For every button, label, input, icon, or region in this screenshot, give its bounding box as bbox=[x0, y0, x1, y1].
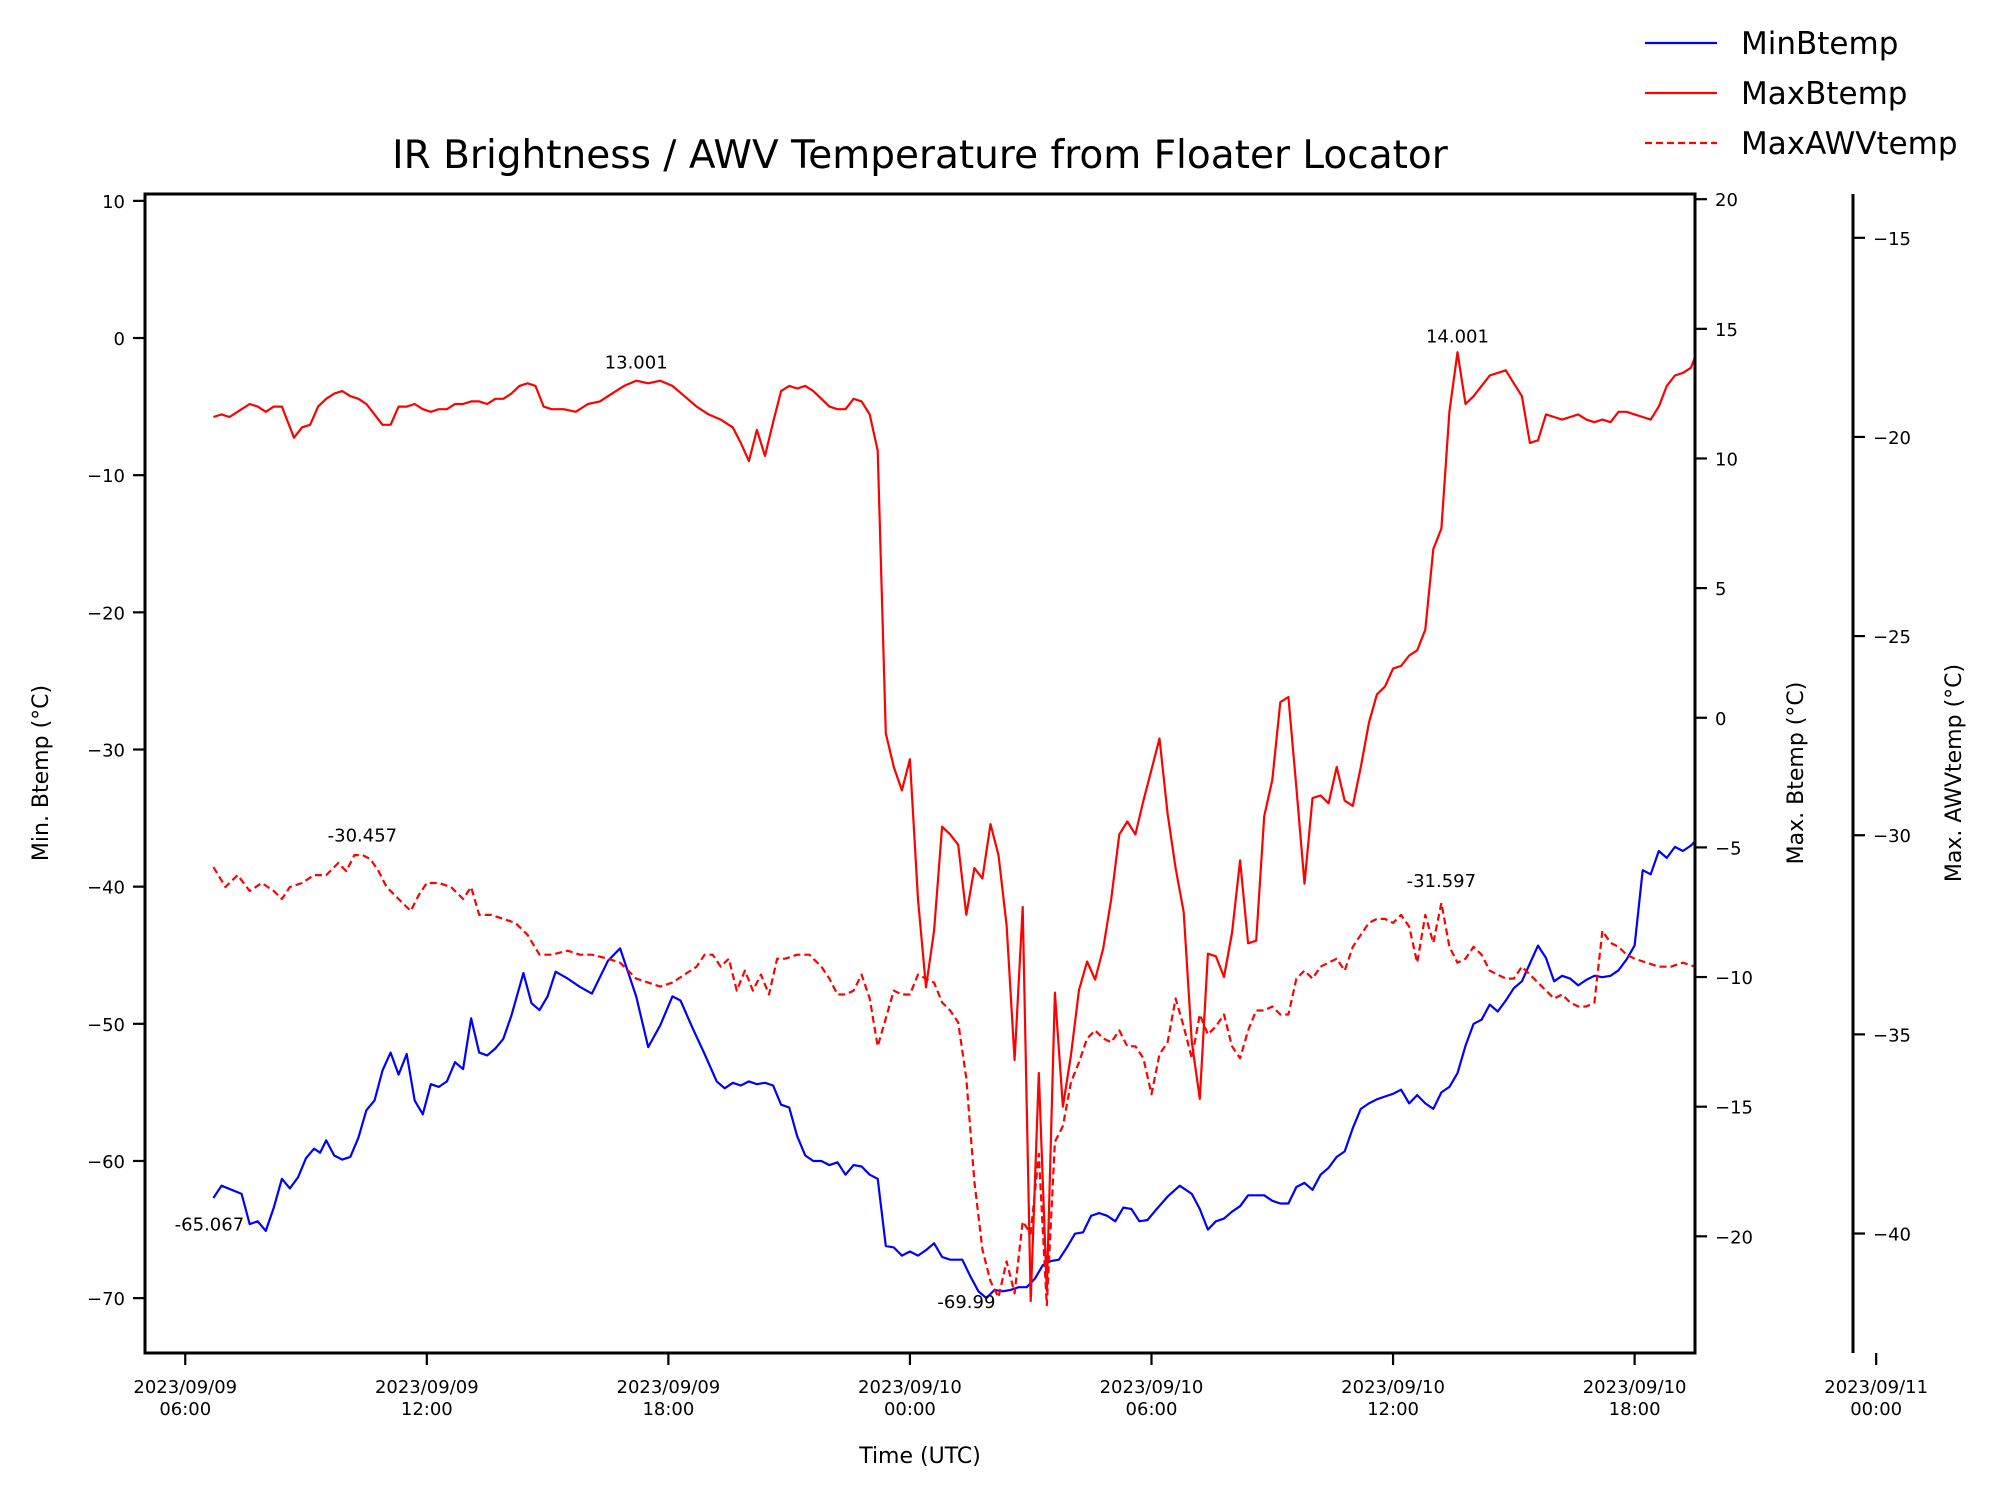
plot-frame bbox=[143, 192, 1697, 1355]
x-tick-label-time: 12:00 bbox=[1367, 1399, 1419, 1420]
x-tick-label-time: 18:00 bbox=[1609, 1399, 1661, 1420]
chart-title: IR Brightness / AWV Temperature from Flo… bbox=[392, 133, 1449, 178]
right1-tick-label: 5 bbox=[1715, 579, 1726, 600]
left-axis-title: Min. Btemp (°C) bbox=[29, 685, 54, 861]
right2-axis-title: Max. AWVtemp (°C) bbox=[1942, 664, 1967, 882]
data-annotation: -31.597 bbox=[1407, 871, 1476, 892]
right1-tick-label: −20 bbox=[1715, 1227, 1753, 1248]
y-axis-right2: −15 −20 −25 −30 −35 −40 bbox=[1853, 229, 1911, 1246]
x-tick-label-date: 2023/09/10 bbox=[1583, 1377, 1687, 1398]
right2-tick-label: −30 bbox=[1873, 826, 1911, 847]
right1-tick-label: −15 bbox=[1715, 1098, 1753, 1119]
right2-tick-label: −40 bbox=[1873, 1225, 1911, 1246]
right2-tick-label: −25 bbox=[1873, 627, 1911, 648]
legend-label-maxawvtemp: MaxAWVtemp bbox=[1741, 126, 1958, 162]
annotation-layer: -65.067-69.9913.00114.00118.223-30.457-3… bbox=[175, 327, 1489, 1313]
x-tick-label-time: 06:00 bbox=[159, 1399, 211, 1420]
left-tick-label: −70 bbox=[87, 1289, 125, 1310]
x-tick-label-date: 2023/09/10 bbox=[1100, 1377, 1204, 1398]
data-annotation: 13.001 bbox=[605, 353, 668, 374]
series-line-minbtemp bbox=[212, 839, 1695, 1300]
right1-axis-title: Max. Btemp (°C) bbox=[1784, 682, 1809, 865]
right1-tick-label: −5 bbox=[1715, 838, 1742, 859]
x-axis-title: Time (UTC) bbox=[858, 1444, 981, 1469]
right2-tick-label: −15 bbox=[1873, 229, 1911, 250]
left-tick-label: 10 bbox=[102, 192, 125, 213]
x-tick-label-date: 2023/09/10 bbox=[858, 1377, 962, 1398]
right2-tick-label: −35 bbox=[1873, 1025, 1911, 1046]
x-axis: 2023/09/0906:002023/09/0912:002023/09/09… bbox=[133, 1353, 1928, 1420]
y-axis-left: 10 0 −10 −20 −30 −40 −50 −60 −70 bbox=[87, 192, 145, 1310]
left-tick-label: −20 bbox=[87, 603, 125, 624]
series-layer bbox=[212, 351, 1695, 1307]
data-annotation: -30.457 bbox=[328, 825, 397, 846]
x-tick-label-date: 2023/09/09 bbox=[617, 1377, 721, 1398]
x-tick-label-date: 2023/09/10 bbox=[1341, 1377, 1445, 1398]
x-tick-label-time: 06:00 bbox=[1126, 1399, 1178, 1420]
x-tick-label-date: 2023/09/11 bbox=[1824, 1377, 1928, 1398]
left-tick-label: −60 bbox=[87, 1152, 125, 1173]
right1-tick-label: 15 bbox=[1715, 320, 1738, 341]
data-annotation: -65.067 bbox=[175, 1214, 244, 1235]
left-tick-label: 0 bbox=[114, 329, 125, 350]
left-tick-label: −40 bbox=[87, 878, 125, 899]
x-tick-label-time: 12:00 bbox=[401, 1399, 453, 1420]
right1-tick-label: 20 bbox=[1715, 190, 1738, 211]
left-tick-label: −10 bbox=[87, 466, 125, 487]
x-tick-label-time: 00:00 bbox=[1850, 1399, 1902, 1420]
x-tick-label-date: 2023/09/09 bbox=[375, 1377, 479, 1398]
x-tick-label-time: 18:00 bbox=[642, 1399, 694, 1420]
legend-label-maxbtemp: MaxBtemp bbox=[1741, 76, 1907, 112]
legend: MinBtemp MaxBtemp MaxAWVtemp bbox=[1645, 26, 1958, 162]
data-annotation: -69.99 bbox=[937, 1292, 995, 1313]
right1-tick-label: −10 bbox=[1715, 968, 1753, 989]
right1-tick-label: 0 bbox=[1715, 709, 1726, 730]
x-tick-label-time: 00:00 bbox=[884, 1399, 936, 1420]
right2-tick-label: −20 bbox=[1873, 428, 1911, 449]
left-tick-label: −50 bbox=[87, 1015, 125, 1036]
series-line-maxbtemp bbox=[213, 351, 1695, 1303]
data-annotation: 14.001 bbox=[1426, 327, 1489, 348]
legend-label-minbtemp: MinBtemp bbox=[1741, 26, 1898, 62]
y-axis-right1: 20 15 10 5 0 −5 −10 −15 −20 bbox=[1695, 190, 1753, 1248]
right1-tick-label: 10 bbox=[1715, 449, 1738, 470]
x-tick-label-date: 2023/09/09 bbox=[133, 1377, 237, 1398]
left-tick-label: −30 bbox=[87, 740, 125, 761]
